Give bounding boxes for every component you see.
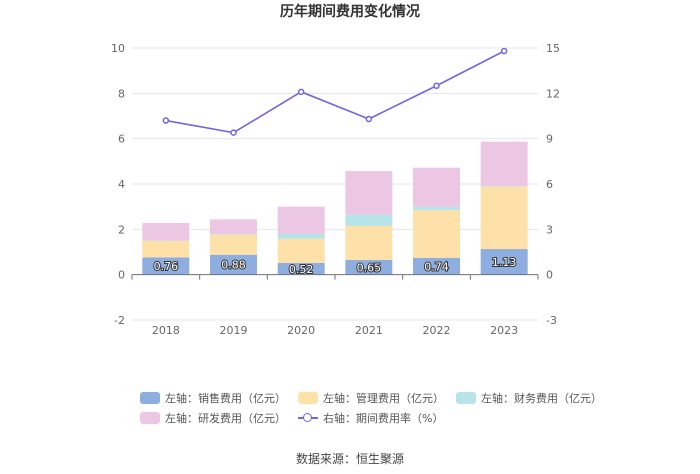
right-tick-label: 12	[546, 87, 560, 100]
legend-label-rnd: 左轴：研发费用（亿元）	[165, 412, 286, 425]
legend-swatch-admin	[298, 392, 318, 404]
bar-segment	[413, 206, 460, 211]
legend-item-admin[interactable]: 左轴：管理费用（亿元）	[298, 390, 444, 406]
bar-segment	[277, 262, 325, 275]
right-tick-label: 3	[546, 223, 553, 236]
bar-segment	[345, 171, 393, 215]
bar-data-label: 0.74	[424, 260, 449, 273]
legend-swatch-rnd	[140, 412, 160, 424]
x-tick-label: 2018	[152, 324, 180, 337]
chart-title: 历年期间费用变化情况	[280, 3, 420, 20]
bar-segment	[210, 219, 257, 235]
left-tick-label: 0	[118, 269, 125, 282]
bar-data-label: 0.76	[154, 260, 179, 273]
rate-point	[297, 88, 305, 96]
legend-item-finance[interactable]: 左轴：财务费用（亿元）	[456, 390, 602, 406]
legend-swatch-rate	[298, 412, 318, 424]
x-tick-label: 2019	[220, 324, 248, 337]
bar-segment	[345, 259, 393, 275]
bar-segment	[277, 206, 325, 234]
bar-data-label: 0.88	[221, 259, 246, 272]
x-axis: 2018 2019 2020 2021 2022 2023	[131, 274, 539, 337]
left-tick-label: 10	[111, 42, 125, 55]
bar-segment	[413, 257, 460, 275]
bar-segment	[480, 186, 528, 250]
bar-segment	[142, 222, 190, 241]
legend-label-admin: 左轴：管理费用（亿元）	[323, 392, 444, 405]
bar-segment	[480, 141, 528, 187]
bar-segment	[277, 233, 325, 239]
left-tick-label: 4	[118, 178, 125, 191]
bar-labels: 0.76 0.88 0.52 0.65 0.74 1.13	[153, 255, 518, 277]
legend-item-rate[interactable]: 右轴：期间费用率（%）	[298, 410, 443, 426]
bar-data-label: 0.65	[357, 261, 382, 274]
bar-data-label: 1.13	[492, 256, 517, 269]
left-tick-label: 2	[118, 223, 125, 236]
rate-point	[500, 47, 508, 55]
data-source: 数据来源：恒生聚源	[295, 452, 404, 466]
rate-point	[162, 117, 170, 124]
left-tick-label: 8	[118, 87, 125, 100]
rate-point	[433, 82, 440, 90]
bar-segment	[413, 210, 460, 258]
bar-segment	[413, 167, 460, 207]
bar-segment	[142, 240, 190, 258]
x-tick-label: 2023	[490, 324, 518, 337]
x-tick-label: 2020	[287, 324, 315, 337]
bar-segment	[345, 214, 393, 226]
legend-swatch-finance	[456, 392, 476, 404]
x-tick-label: 2021	[355, 324, 383, 337]
left-tick-label: 6	[118, 133, 125, 146]
legend-item-sales[interactable]: 左轴：销售费用（亿元）	[140, 390, 286, 406]
legend-swatch-sales	[140, 392, 160, 404]
grid	[132, 47, 538, 321]
bar-segment	[210, 234, 257, 255]
legend: 左轴：销售费用（亿元） 左轴：管理费用（亿元） 左轴：财务费用（亿元） 左轴：研…	[140, 388, 602, 428]
legend-label-rate: 右轴：期间费用率（%）	[323, 412, 444, 425]
legend-label-finance: 左轴：财务费用（亿元）	[481, 392, 602, 405]
rate-point	[365, 115, 373, 123]
x-tick-label: 2022	[423, 324, 451, 337]
left-axis: -2 0 2 4 6 8 10	[111, 42, 125, 327]
legend-item-rnd[interactable]: 左轴：研发费用（亿元）	[140, 410, 286, 426]
right-tick-label: -3	[546, 314, 557, 327]
bar-segment	[480, 249, 528, 275]
rate-point	[230, 129, 237, 136]
left-tick-label: -2	[114, 314, 125, 327]
right-tick-label: 0	[546, 269, 553, 282]
bar-data-label: 0.52	[289, 263, 314, 276]
right-tick-label: 15	[546, 42, 560, 55]
bar-segment	[277, 238, 325, 263]
right-tick-label: 6	[546, 178, 553, 191]
legend-label-sales: 左轴：销售费用（亿元）	[165, 392, 286, 405]
bar-segment	[345, 225, 393, 260]
bar-segment	[210, 254, 257, 275]
rate-line	[165, 50, 505, 134]
right-axis: -3 0 3 6 9 12 15	[546, 42, 560, 327]
bar-series	[142, 141, 528, 275]
right-tick-label: 9	[546, 133, 553, 146]
line-series	[162, 47, 508, 136]
bar-segment	[142, 257, 190, 275]
